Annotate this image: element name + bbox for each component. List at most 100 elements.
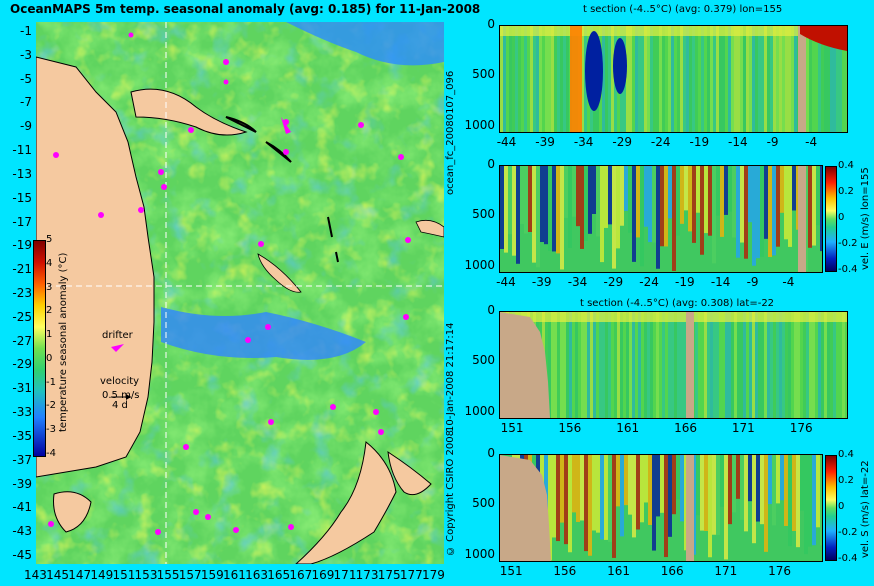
lon-tick-label: 147 (68, 568, 92, 582)
velocity-stripe (548, 166, 552, 251)
panel2 (499, 165, 823, 273)
section-stripe (827, 312, 830, 418)
panel1 (499, 25, 848, 133)
panel1-title: t section (-4..5°C) (avg: 0.379) lon=155 (583, 4, 783, 15)
section-stripe (806, 312, 809, 418)
section-colorbar-tick: 0.4 (838, 449, 854, 460)
section-stripe (503, 26, 506, 132)
velocity-stripe (820, 455, 822, 546)
velocity-stripe (700, 166, 704, 255)
map-colorbar-tick: -4 (46, 448, 56, 459)
section-stripe (752, 26, 755, 132)
velocity-stripe (740, 166, 744, 243)
velocity-stripe (744, 455, 748, 532)
section-y-tick-label: 500 (472, 207, 495, 222)
section-colorbar-tick: 0.4 (838, 160, 854, 171)
section-stripe (830, 312, 833, 418)
section-stripe (827, 26, 830, 132)
section-stripe (644, 26, 647, 132)
section-stripe (524, 26, 527, 132)
lon-tick-label: 163 (245, 568, 269, 582)
section-stripe (650, 312, 653, 418)
section-y-tick-label: 0 (487, 446, 495, 460)
velocity-stripe (504, 166, 508, 253)
section-x-tick-label: -34 (567, 275, 588, 289)
velocity-stripe (592, 455, 596, 531)
section-land (798, 26, 806, 132)
velocity-stripe (584, 166, 588, 242)
velocity-stripe (636, 455, 640, 530)
section-stripe (608, 26, 611, 132)
velocity-stripe (704, 455, 708, 531)
velocity-stripe (792, 166, 796, 211)
velocity-stripe (732, 166, 736, 238)
section-colorbar-tick: -0.4 (838, 264, 858, 275)
section-stripe (575, 312, 578, 418)
section-stripe (626, 26, 629, 132)
map-colorbar-ticks: 5 4 3 2 1 0 -1 -2 -3 -4 (46, 234, 66, 459)
velocity-stripe (516, 166, 520, 264)
section-stripe (722, 26, 725, 132)
lon-tick-label: 167 (289, 568, 313, 582)
section-stripe (662, 312, 665, 418)
velocity-stripe (808, 455, 812, 547)
section-stripe (539, 26, 542, 132)
png-land (130, 88, 248, 136)
section-stripe (704, 312, 707, 418)
lon-tick-label: 165 (267, 568, 291, 582)
section-stripe (548, 312, 551, 418)
lat-tick-label: -33 (12, 405, 32, 420)
section-stripe (707, 26, 710, 132)
velocity-stripe (600, 455, 604, 540)
panel3-title: t section (-4..5°C) (avg: 0.308) lat=-22 (580, 298, 775, 309)
section-stripe (782, 312, 785, 418)
section-stripe (770, 312, 773, 418)
lat-tick-label: -13 (12, 166, 32, 181)
section-stripe (761, 26, 764, 132)
velocity-stripe (664, 455, 668, 558)
section-stripe (785, 26, 788, 132)
section-x-tick-label: 161 (616, 421, 640, 435)
velocity-stripe (656, 166, 660, 269)
section-y-tick-label: 500 (472, 67, 495, 82)
velocity-stripe (576, 455, 580, 522)
velocity-stripe (640, 166, 644, 267)
velocity-stripe (532, 166, 536, 263)
velocity-stripe (740, 455, 744, 520)
section-stripe (545, 26, 548, 132)
section-x-tick-label: -19 (689, 135, 710, 149)
velocity-stripe (784, 166, 788, 240)
velocity-stripe (700, 455, 704, 531)
section-stripe (671, 312, 674, 418)
section-stripe (605, 312, 608, 418)
section-stripe (722, 312, 725, 418)
section-stripe (731, 26, 734, 132)
section-stripe (719, 26, 722, 132)
lat-tick-label: -35 (12, 428, 32, 443)
map-colorbar-tick: 4 (46, 257, 53, 269)
lat-tick-label: -3 (20, 47, 32, 62)
cool-anomaly-top (286, 22, 444, 66)
section-stripe (710, 26, 713, 132)
section-stripe (761, 312, 764, 418)
section-stripe (662, 26, 665, 132)
map-colorbar-tick: 5 (46, 234, 53, 245)
velocity-stripe (628, 455, 632, 515)
section-x-tick-label: 166 (660, 564, 684, 578)
section-stripe (728, 312, 731, 418)
section-stripe (767, 312, 770, 418)
section-stripe (842, 26, 845, 132)
map-colorbar-tick: 3 (46, 281, 53, 293)
velocity-stripe (536, 166, 540, 268)
section-stripe (776, 26, 779, 132)
section-y-tick-label: 1000 (464, 117, 495, 132)
velocity-stripe (708, 166, 712, 236)
velocity-stripe (552, 166, 556, 252)
section-stripe (836, 312, 839, 418)
section-stripe (641, 312, 644, 418)
section-stripe (737, 26, 740, 132)
section-stripe (602, 26, 605, 132)
section-stripe (845, 26, 847, 132)
section-stripe (602, 312, 605, 418)
section-x-tick-label: 171 (714, 564, 738, 578)
